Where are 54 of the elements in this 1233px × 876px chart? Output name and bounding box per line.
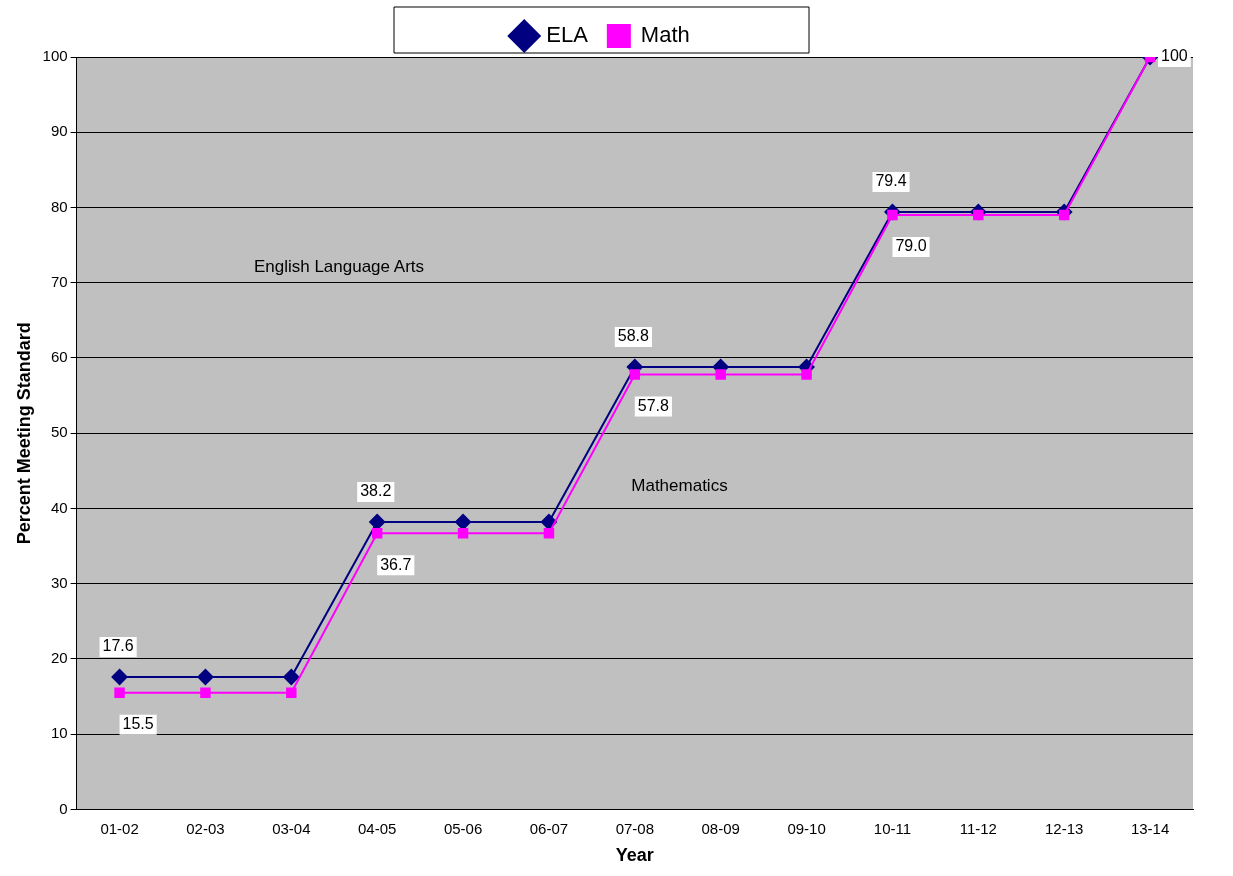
- point: [283, 668, 300, 685]
- x-tick-label: 11-12: [959, 819, 997, 837]
- x-tick-label: 10-11: [873, 819, 912, 837]
- point: [197, 668, 214, 685]
- point: [114, 687, 125, 699]
- point: [540, 513, 557, 530]
- y-tick-label: 80: [50, 197, 68, 215]
- data-label: 100: [1161, 47, 1188, 65]
- y-axis-title: Percent Meeting Standard: [13, 322, 34, 545]
- y-tick-label: 40: [50, 498, 68, 516]
- x-tick-label: 06-07: [529, 819, 569, 837]
- x-axis-title: Year: [615, 845, 654, 866]
- data-label: 79.4: [875, 172, 907, 190]
- point: [111, 668, 128, 685]
- y-tick-label: 0: [59, 799, 68, 817]
- point: [801, 369, 812, 380]
- point: [629, 369, 641, 380]
- x-tick-label: 09-10: [787, 819, 826, 837]
- y-tick-label: 30: [50, 573, 68, 591]
- data-label: 57.8: [637, 396, 670, 414]
- data-label: 58.8: [617, 327, 650, 345]
- data-label: 15.5: [122, 715, 154, 733]
- y-tick-label: 60: [50, 348, 68, 366]
- legend-label: ELA: [546, 22, 589, 48]
- point: [286, 687, 297, 699]
- data-label: 79.0: [895, 237, 927, 255]
- point: [369, 513, 386, 530]
- y-tick-label: 100: [42, 47, 68, 65]
- x-tick-label: 04-05: [358, 819, 397, 837]
- point: [200, 687, 211, 699]
- x-tick-label: 07-08: [615, 819, 654, 837]
- y-tick-label: 20: [50, 649, 68, 667]
- annotation: Mathematics: [631, 475, 728, 495]
- y-tick-label: 70: [50, 272, 68, 290]
- point: [457, 528, 469, 539]
- y-tick-label: 10: [50, 724, 68, 742]
- x-tick-label: 13-14: [1130, 819, 1170, 837]
- x-tick-label: 02-03: [186, 819, 225, 837]
- x-tick-label: 08-09: [701, 819, 740, 837]
- data-label: 36.7: [380, 555, 412, 573]
- point: [455, 513, 472, 530]
- legend-label: Math: [640, 22, 690, 48]
- x-tick-label: 03-04: [272, 819, 311, 837]
- y-tick-label: 50: [50, 423, 68, 441]
- point: [371, 528, 383, 539]
- data-label: 38.2: [360, 482, 392, 500]
- point: [715, 369, 726, 380]
- x-tick-label: 05-06: [443, 819, 483, 837]
- point: [543, 528, 555, 539]
- y-tick-label: 90: [50, 122, 68, 140]
- x-tick-label: 01-02: [100, 819, 139, 837]
- data-label: 17.6: [102, 637, 134, 655]
- x-tick-label: 12-13: [1045, 819, 1084, 837]
- annotation: English Language Arts: [253, 257, 425, 277]
